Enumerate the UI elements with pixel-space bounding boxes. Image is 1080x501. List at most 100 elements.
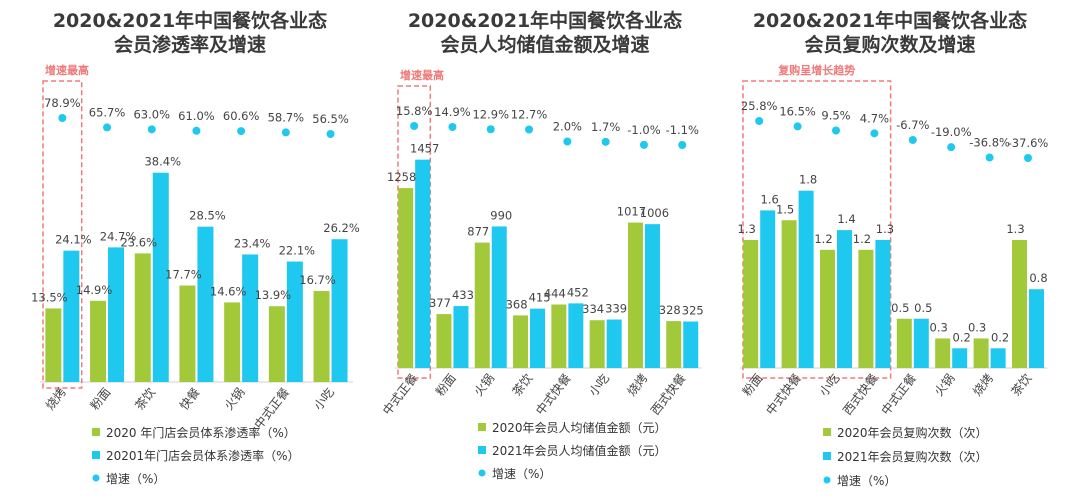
bar-2020 xyxy=(743,239,759,368)
growth-dot xyxy=(326,130,335,138)
growth-dot xyxy=(563,137,572,146)
growth-dot xyxy=(281,128,290,137)
legend-item-growth: 增速（%） xyxy=(492,467,551,481)
bar-2021 xyxy=(242,254,259,382)
growth-dot xyxy=(947,143,956,152)
data-label-2020: 23.6% xyxy=(120,235,157,249)
bar-2020 xyxy=(896,318,912,368)
growth-dot xyxy=(985,153,994,162)
bar-2020 xyxy=(224,302,241,382)
data-label-2021: 415 xyxy=(529,291,551,305)
growth-label: 58.7% xyxy=(268,110,305,124)
bar-2021 xyxy=(1029,289,1044,368)
data-label-2021: 0.2 xyxy=(991,330,1009,344)
bar-2021 xyxy=(108,247,125,382)
legend-item-2020-swatch xyxy=(823,428,831,436)
data-label-2020: 1.3 xyxy=(1006,222,1024,236)
data-label-2021: 28.5% xyxy=(189,209,226,223)
legend-item-2021: 20201年门店会员体系渗透率（%） xyxy=(106,448,300,463)
growth-label: -6.7% xyxy=(896,118,929,132)
growth-label: 16.5% xyxy=(779,104,816,118)
chart-title: 2020&2021年中国餐饮各业态 xyxy=(408,9,682,32)
data-label-2021: 1006 xyxy=(640,206,669,220)
chart-subtitle: 会员复购次数及增速 xyxy=(804,33,975,56)
bar-2021 xyxy=(491,226,507,368)
growth-dot xyxy=(832,126,840,135)
data-label-2021: 1.8 xyxy=(799,173,817,187)
data-label-2020: 13.9% xyxy=(255,288,292,302)
bar-2020 xyxy=(513,315,529,368)
growth-dot xyxy=(410,122,419,130)
bar-2020 xyxy=(313,290,330,382)
chart-subtitle: 会员人均储值金额及增速 xyxy=(440,33,649,56)
data-label-2020: 1.3 xyxy=(738,222,756,236)
x-tick-label: 小吃 xyxy=(817,371,843,399)
growth-label: 4.7% xyxy=(860,111,889,125)
data-label-2021: 1.6 xyxy=(761,192,779,206)
bar-2021 xyxy=(453,306,469,368)
highlight-box xyxy=(742,80,892,379)
growth-label: 78.9% xyxy=(44,96,81,110)
bar-2020 xyxy=(90,300,107,382)
data-label-2021: 990 xyxy=(490,208,512,222)
bar-2020 xyxy=(973,338,989,368)
legend-item-2021: 2021年会员人均储值金额（元） xyxy=(492,443,667,458)
growth-dot xyxy=(793,122,802,131)
bar-2021 xyxy=(760,210,776,368)
growth-label: 56.5% xyxy=(312,112,349,126)
data-label-2021: 339 xyxy=(605,302,627,316)
x-tick-label: 烧烤 xyxy=(969,371,996,399)
data-label-2020: 14.9% xyxy=(76,283,113,297)
x-tick-label: 粉面 xyxy=(433,371,459,399)
data-label-2021: 26.2% xyxy=(323,221,360,235)
data-label-2021: 452 xyxy=(567,285,589,299)
bar-2020 xyxy=(858,249,874,368)
data-label-2021: 1.3 xyxy=(876,222,894,236)
growth-dot xyxy=(448,123,457,132)
growth-label: 25.8% xyxy=(741,99,778,113)
data-label-2020: 0.3 xyxy=(968,320,986,334)
growth-dot xyxy=(908,135,917,144)
growth-label: 15.8% xyxy=(396,104,433,118)
bar-2020 xyxy=(589,320,605,368)
growth-label: -37.6% xyxy=(1008,136,1049,150)
legend-item-growth: 增速（%） xyxy=(837,474,896,488)
growth-dot xyxy=(870,129,879,138)
x-tick-label: 烧烤 xyxy=(42,385,69,413)
growth-dot xyxy=(678,141,687,149)
data-label-2020: 334 xyxy=(582,302,604,316)
growth-dot xyxy=(525,125,534,134)
x-tick-label: 粉面 xyxy=(88,385,114,413)
x-tick-label: 小吃 xyxy=(586,371,612,399)
chart-subtitle: 会员渗透率及增速 xyxy=(114,33,266,56)
x-tick-label: 火锅 xyxy=(221,385,248,413)
growth-dot xyxy=(1024,154,1032,162)
legend-item-2021-swatch xyxy=(478,446,486,454)
data-label-2020: 0.5 xyxy=(891,301,909,315)
bar-2021 xyxy=(952,348,968,368)
bar-2021 xyxy=(644,224,660,368)
legend-item-growth-swatch xyxy=(823,476,831,484)
bar-2020 xyxy=(551,304,567,368)
legend-item-2020-swatch xyxy=(92,428,100,436)
highlight-label: 增速最高 xyxy=(400,68,444,82)
bar-2020 xyxy=(820,249,835,368)
bar-2021 xyxy=(415,159,431,368)
data-label-2020: 1.5 xyxy=(776,202,794,216)
data-label-2021: 0.2 xyxy=(953,330,971,344)
bar-2020 xyxy=(436,314,452,368)
chart-title: 2020&2021年中国餐饮各业态 xyxy=(53,9,327,32)
growth-label: 9.5% xyxy=(821,109,850,123)
bar-2021 xyxy=(286,261,303,382)
legend-item-growth: 增速（%） xyxy=(106,472,165,486)
growth-label: 14.9% xyxy=(434,105,471,119)
bar-2021 xyxy=(875,239,891,368)
data-label-2020: 444 xyxy=(544,287,566,301)
bar-2020 xyxy=(627,222,643,368)
data-label-2020: 16.7% xyxy=(299,273,336,287)
legend-item-2021-swatch xyxy=(92,451,100,459)
data-label-2020: 1258 xyxy=(387,170,416,184)
data-label-2020: 368 xyxy=(506,297,528,311)
